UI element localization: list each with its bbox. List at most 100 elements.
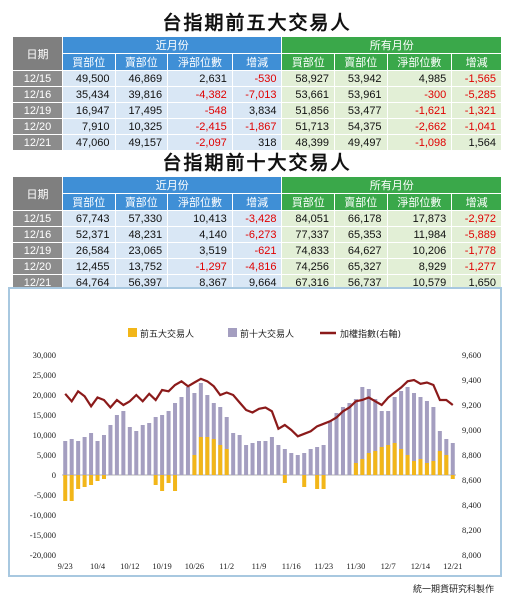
col-header: 買部位 xyxy=(62,53,116,71)
top10-bar xyxy=(295,455,300,475)
value-cell: 57,330 xyxy=(114,210,169,227)
top10-bar xyxy=(289,453,294,475)
value-cell: 46,869 xyxy=(114,70,169,87)
top10-bar xyxy=(399,391,404,475)
y-left-tick-label: -15,000 xyxy=(30,530,56,540)
top10-bar xyxy=(334,413,339,475)
value-cell: 3,834 xyxy=(231,102,283,119)
all-months-header: 所有月份 xyxy=(281,36,502,54)
top10-bar xyxy=(192,393,197,475)
top10-bar xyxy=(308,449,313,475)
value-cell: -5,889 xyxy=(451,226,502,243)
date-cell: 12/20 xyxy=(12,118,63,135)
top10-bar xyxy=(392,397,397,475)
top5-bar xyxy=(211,439,216,475)
top10-bar xyxy=(340,407,345,475)
value-cell: 58,927 xyxy=(281,70,336,87)
value-cell: 67,743 xyxy=(62,210,116,227)
top5-bar xyxy=(315,475,320,489)
col-header: 買部位 xyxy=(281,53,336,71)
top5-bar xyxy=(153,475,158,485)
legend-swatch xyxy=(128,328,137,337)
x-tick-label: 11/23 xyxy=(314,561,333,571)
top10-bar xyxy=(424,401,429,475)
value-cell: -2,415 xyxy=(167,118,233,135)
table-row: 12/21 47,060 49,157 -2,097 318 48,399 49,497 -1… xyxy=(12,134,502,151)
date-cell: 12/21 xyxy=(12,134,63,151)
top5-bar xyxy=(166,475,171,483)
col-header: 買部位 xyxy=(281,193,336,211)
top5-table: 日期 近月份 所有月份 買部位 賣部位 淨部位數 增減 買部位 賣部位 淨部位數… xyxy=(12,36,502,151)
table-row: 12/20 12,455 13,752 -1,297 -4,816 74,256 65,32… xyxy=(12,258,502,275)
y-right-tick-label: 9,200 xyxy=(462,400,481,410)
table-row: 12/19 26,584 23,065 3,519 -621 74,833 64,627 10… xyxy=(12,242,502,259)
x-tick-label: 12/7 xyxy=(381,561,396,571)
y-left-tick-label: -10,000 xyxy=(30,510,56,520)
date-header: 日期 xyxy=(12,36,63,71)
top5-bar xyxy=(353,463,358,475)
y-right-tick-label: 8,200 xyxy=(462,525,481,535)
x-tick-label: 10/12 xyxy=(120,561,139,571)
col-header: 賣部位 xyxy=(114,193,169,211)
value-cell: -6,273 xyxy=(231,226,283,243)
value-cell: 65,353 xyxy=(334,226,388,243)
col-header: 賣部位 xyxy=(334,193,388,211)
col-header: 增減 xyxy=(451,53,502,71)
value-cell: 4,985 xyxy=(386,70,453,87)
top10-bar xyxy=(76,441,81,475)
top10-bar xyxy=(386,411,391,475)
value-cell: 53,961 xyxy=(334,86,388,103)
top10-bar xyxy=(108,425,113,475)
table-row: 12/15 67,743 57,330 10,413 -3,428 84,051 66,17… xyxy=(12,210,502,227)
value-cell: 67,316 xyxy=(281,274,336,291)
top10-bar xyxy=(269,437,274,475)
value-cell: 74,256 xyxy=(281,258,336,275)
top5-bar xyxy=(205,437,210,475)
col-header: 淨部位數 xyxy=(167,53,233,71)
y-left-tick-label: 20,000 xyxy=(33,390,56,400)
x-tick-label: 11/9 xyxy=(252,561,267,571)
value-cell: 3,519 xyxy=(167,242,233,259)
value-cell: 16,947 xyxy=(62,102,116,119)
top5-bar xyxy=(424,463,429,475)
value-cell: 17,495 xyxy=(114,102,169,119)
top5-bar xyxy=(192,455,197,475)
legend-label: 加權指數(右軸) xyxy=(340,328,401,340)
value-cell: 35,434 xyxy=(62,86,116,103)
top10-bar xyxy=(205,395,210,475)
near-month-header: 近月份 xyxy=(61,176,283,194)
x-tick-label: 11/30 xyxy=(346,561,365,571)
top10-bar xyxy=(153,417,158,475)
top5-bar xyxy=(282,475,287,483)
top10-bar xyxy=(250,443,255,475)
top5-bar xyxy=(405,455,410,475)
value-cell: 77,337 xyxy=(281,226,336,243)
value-cell: 8,929 xyxy=(386,258,453,275)
top10-bar xyxy=(95,441,100,475)
value-cell: 47,060 xyxy=(62,134,116,151)
table-row: 12/16 35,434 39,816 -4,382 -7,013 53,661 53,96… xyxy=(12,86,502,103)
top5-bar xyxy=(366,453,371,475)
date-cell: 12/15 xyxy=(12,210,63,227)
value-cell: -530 xyxy=(231,70,283,87)
date-cell: 12/20 xyxy=(12,258,63,275)
top5-bar xyxy=(224,449,229,475)
y-left-tick-label: -5,000 xyxy=(34,490,56,500)
near-month-header: 近月份 xyxy=(61,36,283,54)
y-left-tick-label: 25,000 xyxy=(33,370,56,380)
value-cell: 17,873 xyxy=(386,210,453,227)
date-cell: 12/16 xyxy=(12,226,63,243)
value-cell: -3,428 xyxy=(231,210,283,227)
value-cell: -1,565 xyxy=(451,70,502,87)
x-tick-label: 10/19 xyxy=(152,561,171,571)
value-cell: 10,579 xyxy=(386,274,453,291)
top5-bar xyxy=(160,475,165,491)
table-row: 12/21 64,764 56,397 8,367 9,664 67,316 56,737 1… xyxy=(12,274,502,291)
y-right-tick-label: 8,600 xyxy=(462,475,481,485)
legend-label: 前十大交易人 xyxy=(240,328,294,340)
value-cell: -2,972 xyxy=(451,210,502,227)
top10-bar xyxy=(373,399,378,475)
top10-bar xyxy=(173,403,178,475)
top10-bar xyxy=(256,441,262,475)
y-right-tick-label: 8,400 xyxy=(462,500,481,510)
